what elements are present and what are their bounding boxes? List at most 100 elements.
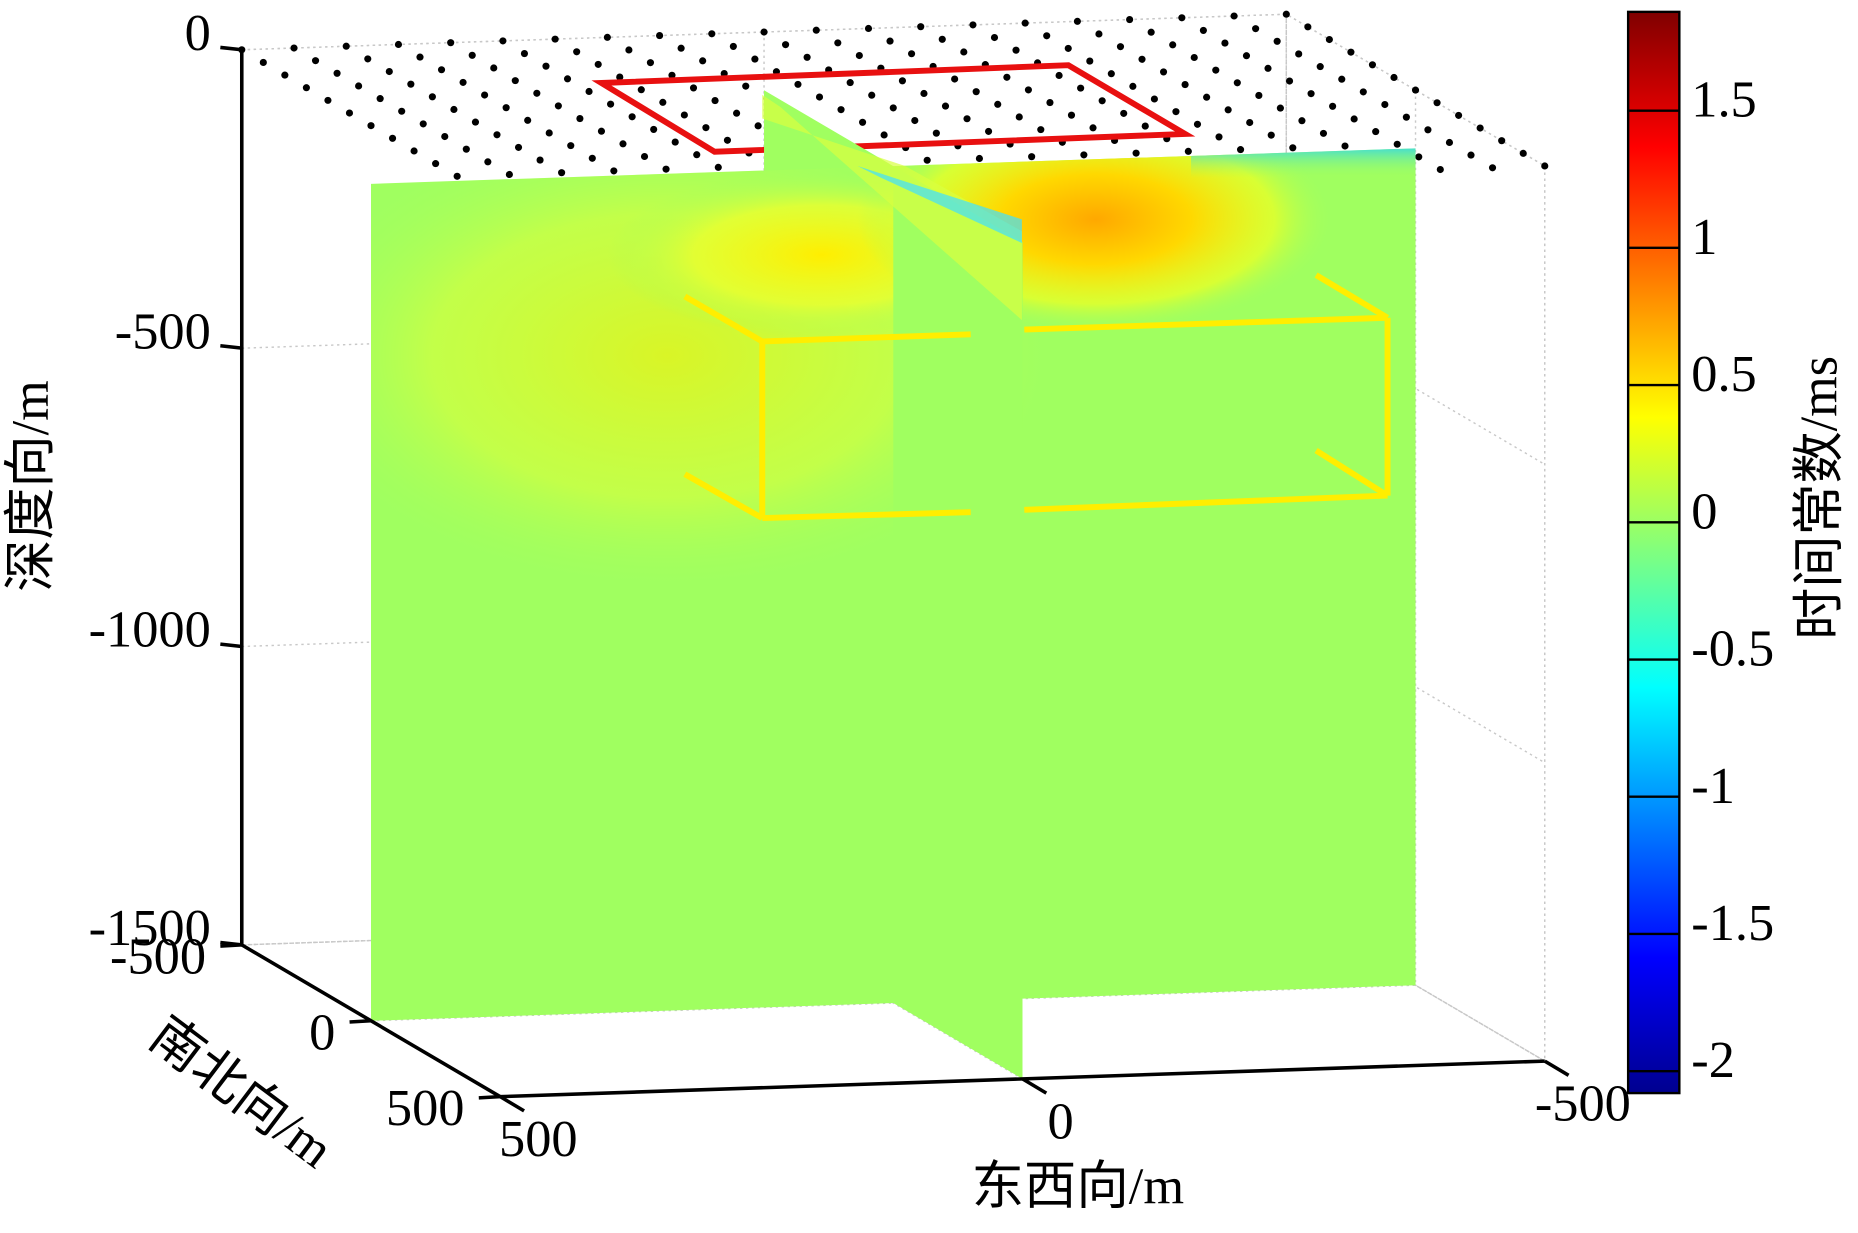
x-tick-label: 0 (1048, 1092, 1074, 1150)
survey-point (524, 116, 532, 124)
survey-point (1067, 111, 1076, 119)
survey-point (1037, 126, 1045, 134)
y-tick-label: -500 (110, 928, 206, 986)
x-tick (1021, 1077, 1048, 1095)
survey-point (815, 93, 824, 101)
field-shade (1191, 148, 1416, 178)
survey-point (367, 122, 375, 130)
survey-point (1236, 146, 1245, 154)
survey-point (1350, 115, 1358, 123)
survey-point (1080, 151, 1088, 159)
survey-point (471, 118, 480, 126)
survey-point (462, 145, 470, 153)
survey-point (951, 75, 959, 83)
colorbar-label: 时间常数/ms (1791, 356, 1849, 640)
survey-point (625, 46, 633, 54)
survey-point (259, 58, 267, 66)
survey-point (567, 142, 575, 150)
survey-point (1467, 151, 1475, 159)
survey-point (1246, 118, 1254, 127)
survey-point (1433, 99, 1441, 107)
survey-point (1141, 122, 1149, 130)
survey-point (619, 140, 627, 148)
survey-point (907, 50, 916, 58)
survey-point (1541, 162, 1549, 170)
survey-point (428, 93, 436, 101)
survey-point (1116, 43, 1125, 51)
transmitter-loop (591, 62, 1196, 155)
survey-point (385, 67, 393, 76)
survey-point (1021, 19, 1029, 27)
survey-point (576, 115, 584, 123)
y-tick-label: 500 (386, 1079, 465, 1137)
survey-point (812, 26, 820, 34)
survey-point (505, 170, 513, 179)
survey-point (659, 98, 667, 106)
survey-point (432, 160, 440, 168)
x-tick-label: -500 (1535, 1075, 1631, 1133)
colorbar-tick-label: 0.5 (1691, 345, 1756, 403)
survey-point (597, 127, 606, 135)
survey-point (394, 40, 403, 49)
survey-point (419, 120, 427, 128)
survey-point (1295, 50, 1303, 58)
survey-point (514, 143, 523, 151)
survey-point (1304, 23, 1312, 31)
survey-point (1169, 41, 1177, 49)
survey-point (1252, 25, 1260, 33)
survey-point (680, 111, 688, 119)
survey-point (972, 88, 980, 96)
field-shade (857, 165, 1022, 244)
survey-point (711, 97, 719, 105)
survey-point (702, 124, 710, 132)
survey-point (960, 48, 968, 56)
survey-point (729, 42, 737, 50)
survey-point (834, 39, 842, 47)
colorbar-tick-label: -2 (1691, 1031, 1735, 1089)
survey-point (545, 129, 553, 137)
survey-point (502, 104, 510, 112)
survey-point (1316, 63, 1324, 71)
survey-point (1086, 57, 1094, 65)
survey-point (1255, 91, 1263, 99)
grid-line (241, 908, 1546, 1062)
survey-point (376, 95, 384, 103)
survey-point (1393, 140, 1401, 148)
survey-point (558, 169, 566, 177)
target-body (1314, 272, 1390, 321)
survey-point (846, 79, 854, 87)
survey-point (723, 136, 732, 144)
survey-point (1073, 17, 1081, 25)
survey-point (607, 100, 615, 108)
survey-point (677, 44, 685, 52)
survey-point (889, 104, 897, 112)
survey-point (610, 167, 618, 175)
colorbar-tick-label: 1 (1691, 208, 1717, 266)
survey-point (1402, 113, 1410, 121)
survey-point (656, 32, 664, 40)
survey-point (650, 125, 658, 133)
survey-point (490, 64, 498, 72)
survey-point (410, 147, 418, 155)
survey-point (450, 105, 458, 114)
target-body (762, 509, 971, 522)
survey-point (437, 66, 446, 74)
survey-point (1415, 153, 1423, 161)
target-body (762, 331, 971, 345)
y-tick-label: 0 (309, 1003, 335, 1061)
survey-point (671, 138, 679, 146)
survey-point (714, 163, 722, 171)
survey-point (1436, 165, 1444, 174)
survey-point (886, 37, 894, 45)
survey-point (708, 30, 716, 38)
z-tick (220, 642, 242, 649)
survey-point (911, 116, 919, 125)
survey-point (1264, 64, 1272, 72)
survey-point (324, 96, 332, 104)
survey-point (1233, 79, 1241, 87)
survey-point (1147, 28, 1155, 36)
survey-point (837, 106, 845, 114)
survey-point (551, 35, 559, 43)
survey-point (1267, 131, 1275, 139)
